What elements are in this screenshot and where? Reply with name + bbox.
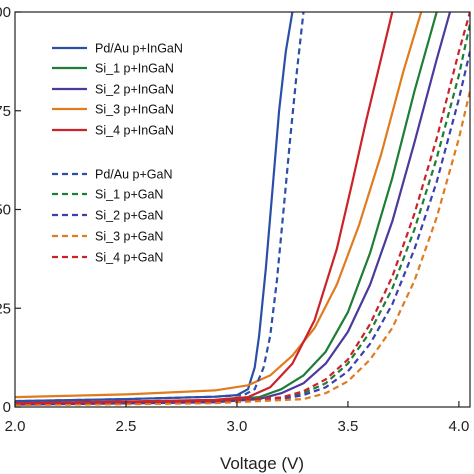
series-layer — [15, 12, 470, 407]
legend-label-6: Pd/Au p+GaN — [95, 168, 172, 182]
legend-label-5: Si_4 p+InGaN — [95, 124, 174, 138]
x-tick-label: 2.5 — [116, 418, 137, 435]
series-line-7 — [15, 23, 470, 405]
axes-layer: 2.0 2.5 3.0 3.5 4.0 0 25 50 75 100 — [0, 4, 471, 435]
x-axis-title: Voltage (V) — [220, 454, 304, 473]
legend-label-10: Si_4 p+GaN — [95, 251, 163, 265]
series-line-5 — [15, 12, 394, 405]
plot-frame — [14, 11, 471, 408]
legend-label-9: Si_3 p+GaN — [95, 230, 163, 244]
legend-label-8: Si_2 p+GaN — [95, 209, 163, 223]
legend-label-3: Si_2 p+InGaN — [95, 83, 174, 97]
x-tick-label: 4.0 — [448, 418, 469, 435]
series-line-3 — [15, 12, 452, 406]
legend-label-4: Si_3 p+InGaN — [95, 103, 174, 117]
series-line-8 — [15, 51, 470, 406]
series-line-9 — [15, 90, 470, 407]
legend-label-1: Pd/Au p+InGaN — [95, 42, 183, 56]
x-tick-label: 3.0 — [227, 418, 248, 435]
y-tick-label: 25 — [0, 300, 11, 317]
y-tick-label: 75 — [0, 103, 11, 120]
legend-label-7: Si_1 p+GaN — [95, 188, 163, 202]
legend-label-2: Si_1 p+InGaN — [95, 62, 174, 76]
y-tick-label: 0 — [3, 399, 11, 416]
legend: Pd/Au p+InGaN Si_1 p+InGaN Si_2 p+InGaN Si_… — [52, 42, 183, 265]
y-tick-label: 50 — [0, 202, 11, 219]
series-line-6 — [15, 12, 305, 403]
y-tick-label: 100 — [0, 4, 11, 21]
series-line-2 — [15, 12, 438, 405]
x-tick-label: 2.0 — [5, 418, 26, 435]
series-line-10 — [15, 12, 470, 405]
series-line-4 — [15, 12, 423, 399]
x-tick-label: 3.5 — [337, 418, 358, 435]
